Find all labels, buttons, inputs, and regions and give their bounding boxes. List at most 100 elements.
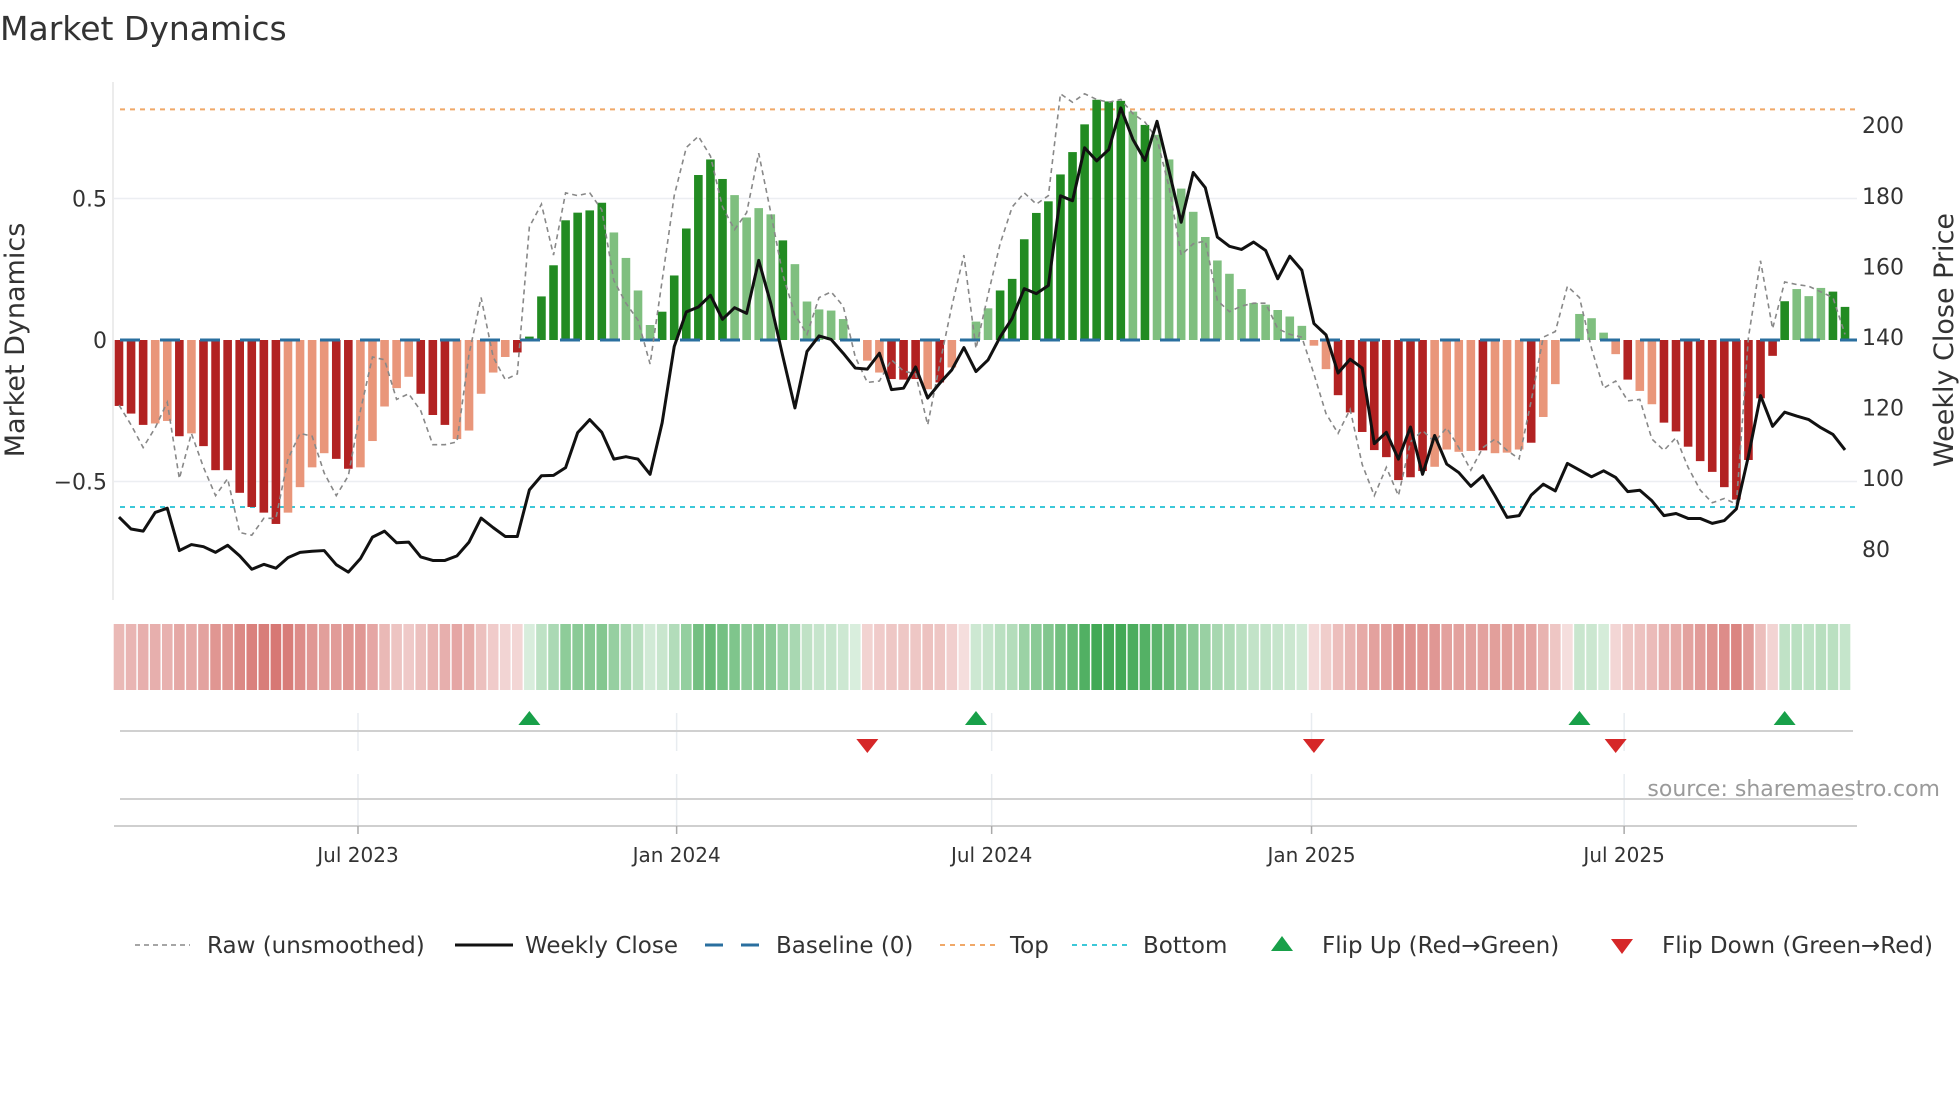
bar	[1828, 291, 1838, 340]
bar	[1007, 278, 1017, 340]
bar	[1599, 332, 1608, 340]
bar	[380, 340, 389, 407]
bar	[331, 340, 341, 459]
flip-down-marker	[1604, 739, 1627, 753]
strip-cell	[524, 624, 535, 690]
bar	[1683, 340, 1693, 447]
bar	[621, 257, 631, 340]
strip-cell	[198, 624, 209, 690]
bar	[223, 340, 232, 471]
bar	[1551, 340, 1560, 385]
strip-cell	[1381, 624, 1392, 690]
flip-down-marker	[856, 739, 879, 753]
left-axis-label: Market Dynamics	[0, 223, 31, 458]
strip-cell	[1827, 624, 1839, 690]
raw-series	[118, 92, 1846, 537]
bar	[319, 340, 329, 454]
bar	[742, 217, 751, 340]
flip-up-marker	[1773, 711, 1796, 725]
bar	[1369, 340, 1379, 451]
bar	[1104, 101, 1114, 340]
bar	[1623, 340, 1633, 380]
strip-cell	[1091, 624, 1102, 690]
bar	[1164, 159, 1174, 340]
strip-cell	[1031, 624, 1042, 690]
strip-cell	[1839, 624, 1851, 690]
strip-cell	[717, 624, 728, 690]
legend-label: Flip Down (Green→Red)	[1662, 933, 1933, 959]
strip-cell	[922, 624, 933, 690]
strip-cell	[765, 624, 777, 690]
strip-cell	[741, 624, 752, 690]
chart-title: Market Dynamics	[0, 9, 287, 48]
legend-label: Flip Up (Red→Green)	[1322, 933, 1559, 959]
bar	[1635, 340, 1645, 391]
strip-cell	[1393, 624, 1404, 690]
strip-cell	[596, 624, 608, 690]
strip-cell	[1525, 624, 1537, 690]
bar	[1201, 236, 1210, 340]
strip-cell	[391, 624, 402, 690]
strip-cell	[910, 624, 921, 690]
bar	[356, 340, 365, 468]
strip-cell	[1296, 624, 1308, 690]
strip-cell	[1127, 624, 1139, 690]
bar	[1442, 340, 1451, 450]
raw-line	[118, 92, 1846, 537]
strip-cell	[729, 624, 740, 690]
bar	[440, 340, 450, 425]
strip-cell	[1501, 624, 1513, 690]
bar	[416, 340, 426, 394]
bar	[1526, 340, 1536, 443]
strip-cell	[958, 624, 970, 690]
bar	[718, 178, 727, 340]
strip-cell	[862, 624, 873, 690]
flip-markers-panel	[120, 711, 1853, 826]
bar	[681, 228, 691, 340]
bar	[1466, 340, 1476, 451]
y2-tick-label: 160	[1862, 255, 1904, 280]
y2-tick-label: 100	[1862, 467, 1904, 492]
strip-cell	[1646, 624, 1658, 690]
bar	[706, 159, 715, 340]
main-gridlines	[114, 197, 1857, 483]
strip-cell	[934, 624, 946, 690]
y-tick-label: 0.5	[72, 188, 107, 213]
bar	[199, 340, 208, 447]
strip-cell	[210, 624, 221, 690]
strip-cell	[439, 624, 451, 690]
bar	[826, 310, 836, 340]
bar	[549, 265, 558, 340]
bar	[1792, 289, 1802, 340]
strip-cell	[572, 624, 583, 690]
bar	[525, 336, 534, 340]
bar	[1032, 212, 1041, 340]
strip-cell	[1018, 624, 1030, 690]
strip-cell	[1513, 624, 1525, 690]
strip-cell	[1405, 624, 1416, 690]
bar	[694, 175, 703, 340]
strip-cell	[1332, 624, 1344, 690]
strip-cell	[427, 624, 439, 690]
bar	[657, 311, 667, 340]
strip-cell	[234, 624, 245, 690]
strip-cell	[994, 624, 1006, 690]
bar	[1225, 273, 1234, 340]
bar	[1647, 340, 1657, 405]
strip-cell	[258, 624, 270, 690]
strip-cell	[318, 624, 330, 690]
bar	[235, 340, 244, 493]
bar	[428, 340, 438, 415]
strip-cell	[1067, 624, 1078, 690]
source-credit: source: sharemaestro.com	[1647, 777, 1940, 802]
strip-cell	[837, 624, 849, 690]
strip-cell	[680, 624, 692, 690]
bar	[368, 340, 377, 442]
bar	[1768, 340, 1777, 356]
x-tick-label: Jan 2025	[1265, 843, 1355, 867]
bar	[404, 340, 413, 377]
reference-lines	[120, 108, 1857, 508]
bar	[1056, 174, 1065, 340]
y2-tick-label: 140	[1862, 326, 1904, 351]
bar	[1514, 340, 1524, 450]
